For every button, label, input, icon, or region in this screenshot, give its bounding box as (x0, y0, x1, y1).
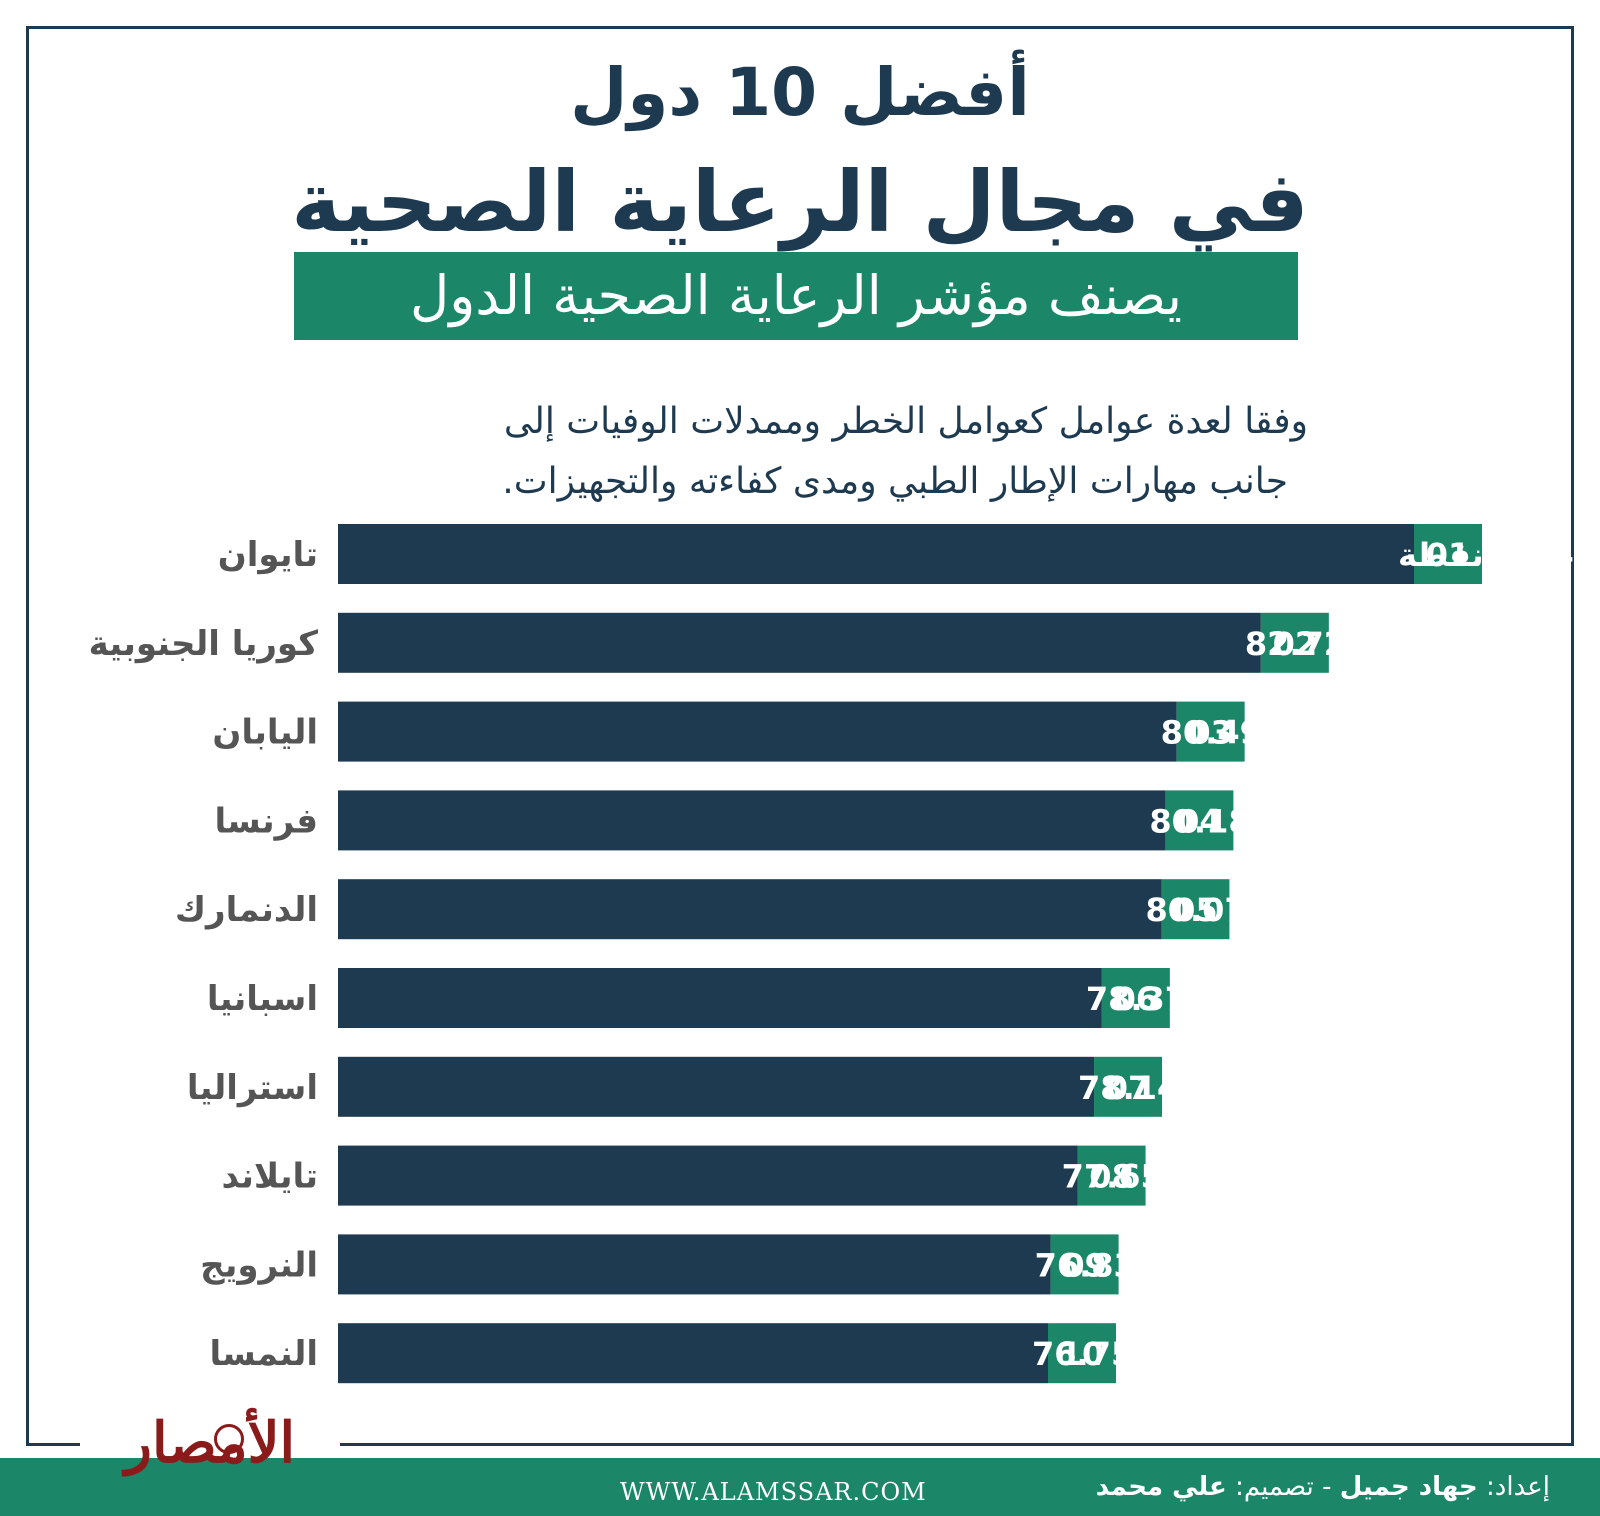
rank-label: 07 (1106, 1069, 1151, 1107)
bar (338, 701, 1177, 762)
prep-name: جهاد جميل (1339, 1472, 1478, 1502)
rank-badge (1048, 1323, 1117, 1384)
rank-badge (1260, 612, 1329, 673)
rank-badge (1077, 1145, 1146, 1206)
footer-band (0, 1458, 1600, 1516)
bar (338, 790, 1166, 851)
bar (338, 1323, 1049, 1384)
category-label: استراليا (187, 1068, 318, 1108)
bar (338, 1234, 1051, 1295)
design-label: تصميم: (1235, 1472, 1314, 1502)
rank-label: 06 (1114, 980, 1159, 1018)
category-label: الدنمارك (175, 890, 318, 930)
description: وفقا لعدة عوامل كعوامل الخطر وممدلات الو… (270, 392, 1320, 512)
bar (338, 1145, 1078, 1206)
prep-label: إعداد: (1486, 1472, 1550, 1502)
rank-label: 03 (1188, 714, 1233, 752)
category-label: اسبانيا (207, 979, 318, 1019)
category-label: النرويج (200, 1245, 318, 1285)
value-label: 78.14 (1078, 1069, 1179, 1107)
bar (338, 968, 1102, 1028)
value-label: 80.07 (1145, 891, 1246, 929)
value-label: 78.37 (1086, 980, 1187, 1018)
value-label: 77.65 (1062, 1158, 1163, 1196)
footer-url[interactable]: WWW.ALAMSSAR.COM (620, 1478, 927, 1506)
rank-label: 02 (1273, 625, 1318, 663)
frame-border (26, 26, 1574, 1446)
title-line-1: أفضل 10 دول (570, 54, 1030, 131)
frame-gap (80, 1436, 340, 1452)
bar (338, 879, 1162, 940)
rank-badge (1094, 1056, 1163, 1117)
rank-label: 09 (1062, 1246, 1107, 1284)
category-label: كوريا الجنوبية (89, 624, 319, 664)
rank-badge (1101, 968, 1170, 1028)
subtitle-band: يصنف مؤشر الرعاية الصحية الدول (294, 252, 1298, 340)
alamssar-logo: الأمصار (124, 1410, 296, 1476)
rank-badge (1165, 790, 1234, 851)
description-line-2: جانب مهارات الإطار الطبي ومدى كفاءته وال… (502, 461, 1288, 502)
globe-icon (214, 1424, 244, 1454)
value-label: 86.43 نقطة (1398, 536, 1596, 574)
bar (338, 524, 1414, 584)
value-label: 80.49 (1161, 714, 1262, 752)
value-label: 80.18 (1149, 802, 1250, 840)
rank-label: 05 (1173, 891, 1218, 929)
category-label: اليابان (212, 713, 318, 753)
bar (338, 1056, 1095, 1117)
rank-badge (1050, 1234, 1119, 1295)
category-label: فرنسا (214, 801, 318, 841)
rank-label: 01 (1426, 536, 1471, 574)
footer-credits: إعداد: جهاد جميل - تصميم: علي محمد (1096, 1472, 1550, 1502)
rank-label: 10 (1060, 1335, 1105, 1373)
value-label: 76.83 (1035, 1246, 1136, 1284)
category-label: النمسا (210, 1334, 318, 1374)
rank-label: 08 (1089, 1158, 1134, 1196)
description-line-1: وفقا لعدة عوامل كعوامل الخطر وممدلات الو… (503, 401, 1308, 442)
rank-badge (1414, 524, 1482, 584)
rank-badge (1161, 879, 1230, 940)
value-label: 82.72 (1245, 625, 1346, 663)
credit-separator: - (1322, 1472, 1332, 1502)
title-line-2: في مجال الرعاية الصحية (291, 153, 1309, 251)
category-label: تايوان (218, 535, 318, 575)
category-label: تايلاند (221, 1157, 318, 1197)
value-label: 76.75 (1032, 1335, 1133, 1373)
design-name: علي محمد (1095, 1472, 1227, 1502)
rank-label: 04 (1177, 802, 1222, 840)
rank-badge (1176, 701, 1245, 762)
bar (338, 612, 1261, 673)
